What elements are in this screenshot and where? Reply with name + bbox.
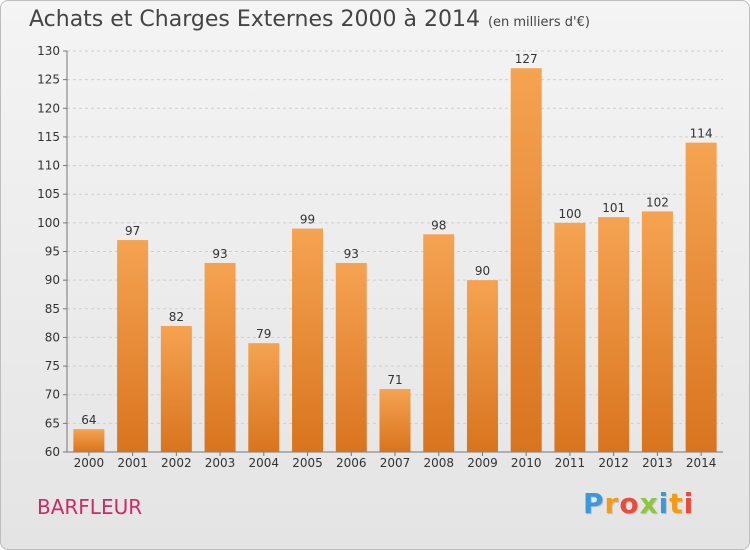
x-tick-label-2011: 2011 [555, 456, 586, 470]
y-tick-label: 95 [45, 245, 60, 259]
bar-2006 [335, 262, 367, 452]
data-label-2002: 82 [169, 310, 184, 324]
bar-2001 [117, 240, 149, 452]
bar-2003 [204, 262, 236, 452]
bar-2004 [248, 343, 280, 452]
logo-letter: i [683, 487, 695, 520]
y-tick-label: 70 [45, 388, 60, 402]
commune-name: BARFLEUR [37, 495, 143, 519]
x-tick-label-2007: 2007 [380, 456, 411, 470]
y-tick-label: 125 [37, 73, 60, 87]
chart-title: Achats et Charges Externes 2000 à 2014 (e… [29, 7, 590, 32]
data-label-2005: 99 [300, 213, 315, 227]
data-label-2013: 102 [646, 195, 669, 209]
x-tick-label-2006: 2006 [336, 456, 367, 470]
x-tick-label-2014: 2014 [686, 456, 717, 470]
x-tick-label-2000: 2000 [74, 456, 105, 470]
y-tick-label: 80 [45, 330, 60, 344]
bar-2014 [685, 142, 717, 452]
data-label-2003: 93 [212, 247, 227, 261]
chart-subtitle: (en milliers d'€) [487, 15, 590, 30]
logo-letter: x [639, 487, 659, 520]
data-label-2012: 101 [602, 201, 625, 215]
x-tick-label-2003: 2003 [205, 456, 236, 470]
y-tick-label: 60 [45, 445, 60, 459]
x-tick-label-2004: 2004 [249, 456, 280, 470]
data-label-2004: 79 [256, 327, 271, 341]
proxiti-logo: Proxiti [583, 487, 694, 520]
x-tick-label-2010: 2010 [511, 456, 542, 470]
bar-2009 [466, 280, 498, 452]
logo-letter: r [604, 487, 620, 520]
bar-2010 [510, 68, 542, 452]
bar-2008 [423, 234, 455, 452]
x-tick-label-2005: 2005 [292, 456, 323, 470]
bar-2005 [292, 228, 324, 452]
x-tick-label-2009: 2009 [467, 456, 498, 470]
data-label-2011: 100 [558, 207, 581, 221]
data-label-2014: 114 [690, 127, 713, 141]
data-label-2001: 97 [125, 224, 140, 238]
data-label-2009: 90 [475, 264, 490, 278]
title-text: Achats et Charges Externes 2000 à 2014 [29, 7, 480, 32]
x-tick-label-2008: 2008 [423, 456, 454, 470]
bar-2013 [641, 211, 673, 452]
y-tick-label: 85 [45, 302, 60, 316]
data-label-2008: 98 [431, 218, 446, 232]
data-label-2000: 64 [81, 413, 96, 427]
y-tick-label: 105 [37, 187, 60, 201]
bar-2012 [598, 217, 630, 452]
y-tick-label: 65 [45, 416, 60, 430]
y-tick-label: 110 [37, 159, 60, 173]
y-tick-label: 115 [37, 130, 60, 144]
y-tick-label: 75 [45, 359, 60, 373]
x-tick-label-2012: 2012 [598, 456, 629, 470]
y-tick-label: 90 [45, 273, 60, 287]
y-tick-label: 130 [37, 44, 60, 58]
data-label-2007: 71 [387, 373, 402, 387]
x-tick-label-2002: 2002 [161, 456, 192, 470]
x-tick-label-2001: 2001 [117, 456, 148, 470]
logo-letter: o [619, 487, 640, 520]
logo-letter: P [583, 487, 605, 520]
data-label-2010: 127 [515, 52, 538, 66]
x-tick-label-2013: 2013 [642, 456, 673, 470]
y-tick-label: 100 [37, 216, 60, 230]
data-label-2006: 93 [344, 247, 359, 261]
bar-2011 [554, 222, 586, 452]
bar-2002 [160, 325, 192, 452]
y-tick-label: 120 [37, 101, 60, 115]
bar-2007 [379, 388, 411, 452]
logo-letter: t [669, 487, 684, 520]
logo-letter: i [658, 487, 670, 520]
bar-2000 [73, 429, 105, 452]
